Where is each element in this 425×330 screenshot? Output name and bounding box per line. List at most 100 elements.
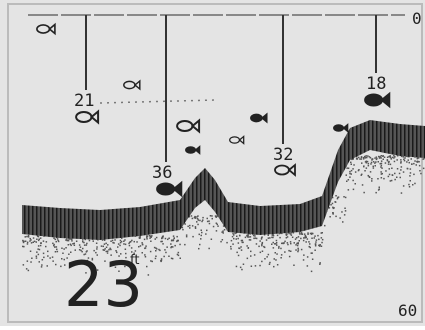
clutter-dot [380, 171, 382, 173]
clutter-dot [389, 174, 391, 176]
clutter-dot [141, 242, 143, 244]
clutter-dot [368, 163, 370, 165]
clutter-dot [241, 249, 243, 251]
clutter-dot [268, 237, 270, 239]
clutter-dot [161, 241, 163, 243]
clutter-dot [83, 242, 85, 244]
clutter-dot [391, 180, 393, 182]
clutter-dot [233, 238, 235, 240]
clutter-dot [284, 251, 286, 253]
clutter-dot [311, 233, 313, 235]
clutter-dot [174, 245, 176, 247]
clutter-dot [396, 177, 398, 179]
clutter-dot [345, 210, 347, 212]
clutter-dot [26, 236, 28, 238]
clutter-dot [38, 245, 40, 247]
clutter-dot [373, 166, 375, 168]
clutter-dot [93, 240, 95, 242]
clutter-dot [246, 245, 248, 247]
clutter-dot [394, 173, 396, 175]
clutter-dot [260, 252, 262, 254]
clutter-dot [399, 173, 401, 175]
clutter-dot [55, 251, 57, 253]
clutter-dot [145, 245, 147, 247]
clutter-dot [173, 238, 175, 240]
clutter-dot [230, 246, 232, 248]
clutter-dot [370, 163, 372, 165]
fish-icon [157, 183, 181, 195]
clutter-dot [375, 161, 377, 163]
clutter-dot [206, 230, 208, 232]
fish-body [334, 125, 344, 131]
clutter-dot [368, 165, 370, 167]
clutter-dot [23, 241, 25, 243]
clutter-dot [96, 243, 98, 245]
clutter-dot [393, 157, 395, 159]
clutter-dot [162, 243, 164, 245]
clutter-dot [319, 245, 321, 247]
clutter-dot [282, 242, 284, 244]
clutter-dot [211, 215, 213, 217]
clutter-dot [293, 265, 295, 267]
clutter-dot [110, 241, 112, 243]
clutter-dot [25, 236, 27, 238]
clutter-dot [377, 178, 379, 180]
clutter-dot [155, 256, 157, 258]
clutter-dot [407, 168, 409, 170]
clutter-dot [201, 232, 203, 234]
clutter-dot [53, 245, 55, 247]
clutter-dot [387, 157, 389, 159]
clutter-dot [237, 238, 239, 240]
clutter-dot [212, 218, 214, 220]
clutter-dot [378, 156, 380, 158]
clutter-dot [273, 247, 275, 249]
clutter-dot [332, 212, 334, 214]
clutter-dot [290, 241, 292, 243]
clutter-dot [236, 252, 238, 254]
clutter-dot [162, 236, 164, 238]
clutter-dot [201, 221, 203, 223]
clutter-dot [352, 180, 354, 182]
clutter-dot [412, 184, 414, 186]
clutter-dot [420, 173, 422, 175]
clutter-dot [356, 158, 358, 160]
clutter-dot [322, 239, 324, 241]
clutter-dot [317, 235, 319, 237]
clutter-dot [294, 242, 296, 244]
clutter-dot [266, 256, 268, 258]
clutter-dot [40, 245, 42, 247]
clutter-dot [28, 236, 30, 238]
clutter-dot [403, 159, 405, 161]
clutter-dot [400, 169, 402, 171]
clutter-dot [358, 157, 360, 159]
clutter-dot [295, 238, 297, 240]
clutter-dot [409, 162, 411, 164]
clutter-dot [355, 183, 357, 185]
clutter-dot [374, 157, 376, 159]
clutter-dot [145, 256, 147, 258]
clutter-dot [268, 235, 270, 237]
clutter-dot [65, 239, 67, 241]
clutter-dot [369, 156, 371, 158]
clutter-dot [286, 237, 288, 239]
clutter-dot [318, 239, 320, 241]
clutter-dot [232, 236, 234, 238]
clutter-dot [74, 245, 76, 247]
clutter-dot [394, 161, 396, 163]
clutter-dot [396, 159, 398, 161]
clutter-dot [25, 241, 27, 243]
clutter-dot [254, 235, 256, 237]
clutter-dot [253, 235, 255, 237]
clutter-dot [376, 158, 378, 160]
clutter-dot [231, 240, 233, 242]
clutter-dot [170, 247, 172, 249]
clutter-dot [348, 179, 350, 181]
clutter-dot [388, 163, 390, 165]
clutter-dot [379, 187, 381, 189]
clutter-dot [199, 234, 201, 236]
clutter-dot [180, 258, 182, 260]
clutter-dot [146, 238, 148, 240]
clutter-dot [269, 262, 271, 264]
clutter-dot [400, 159, 402, 161]
clutter-dot [345, 197, 347, 199]
